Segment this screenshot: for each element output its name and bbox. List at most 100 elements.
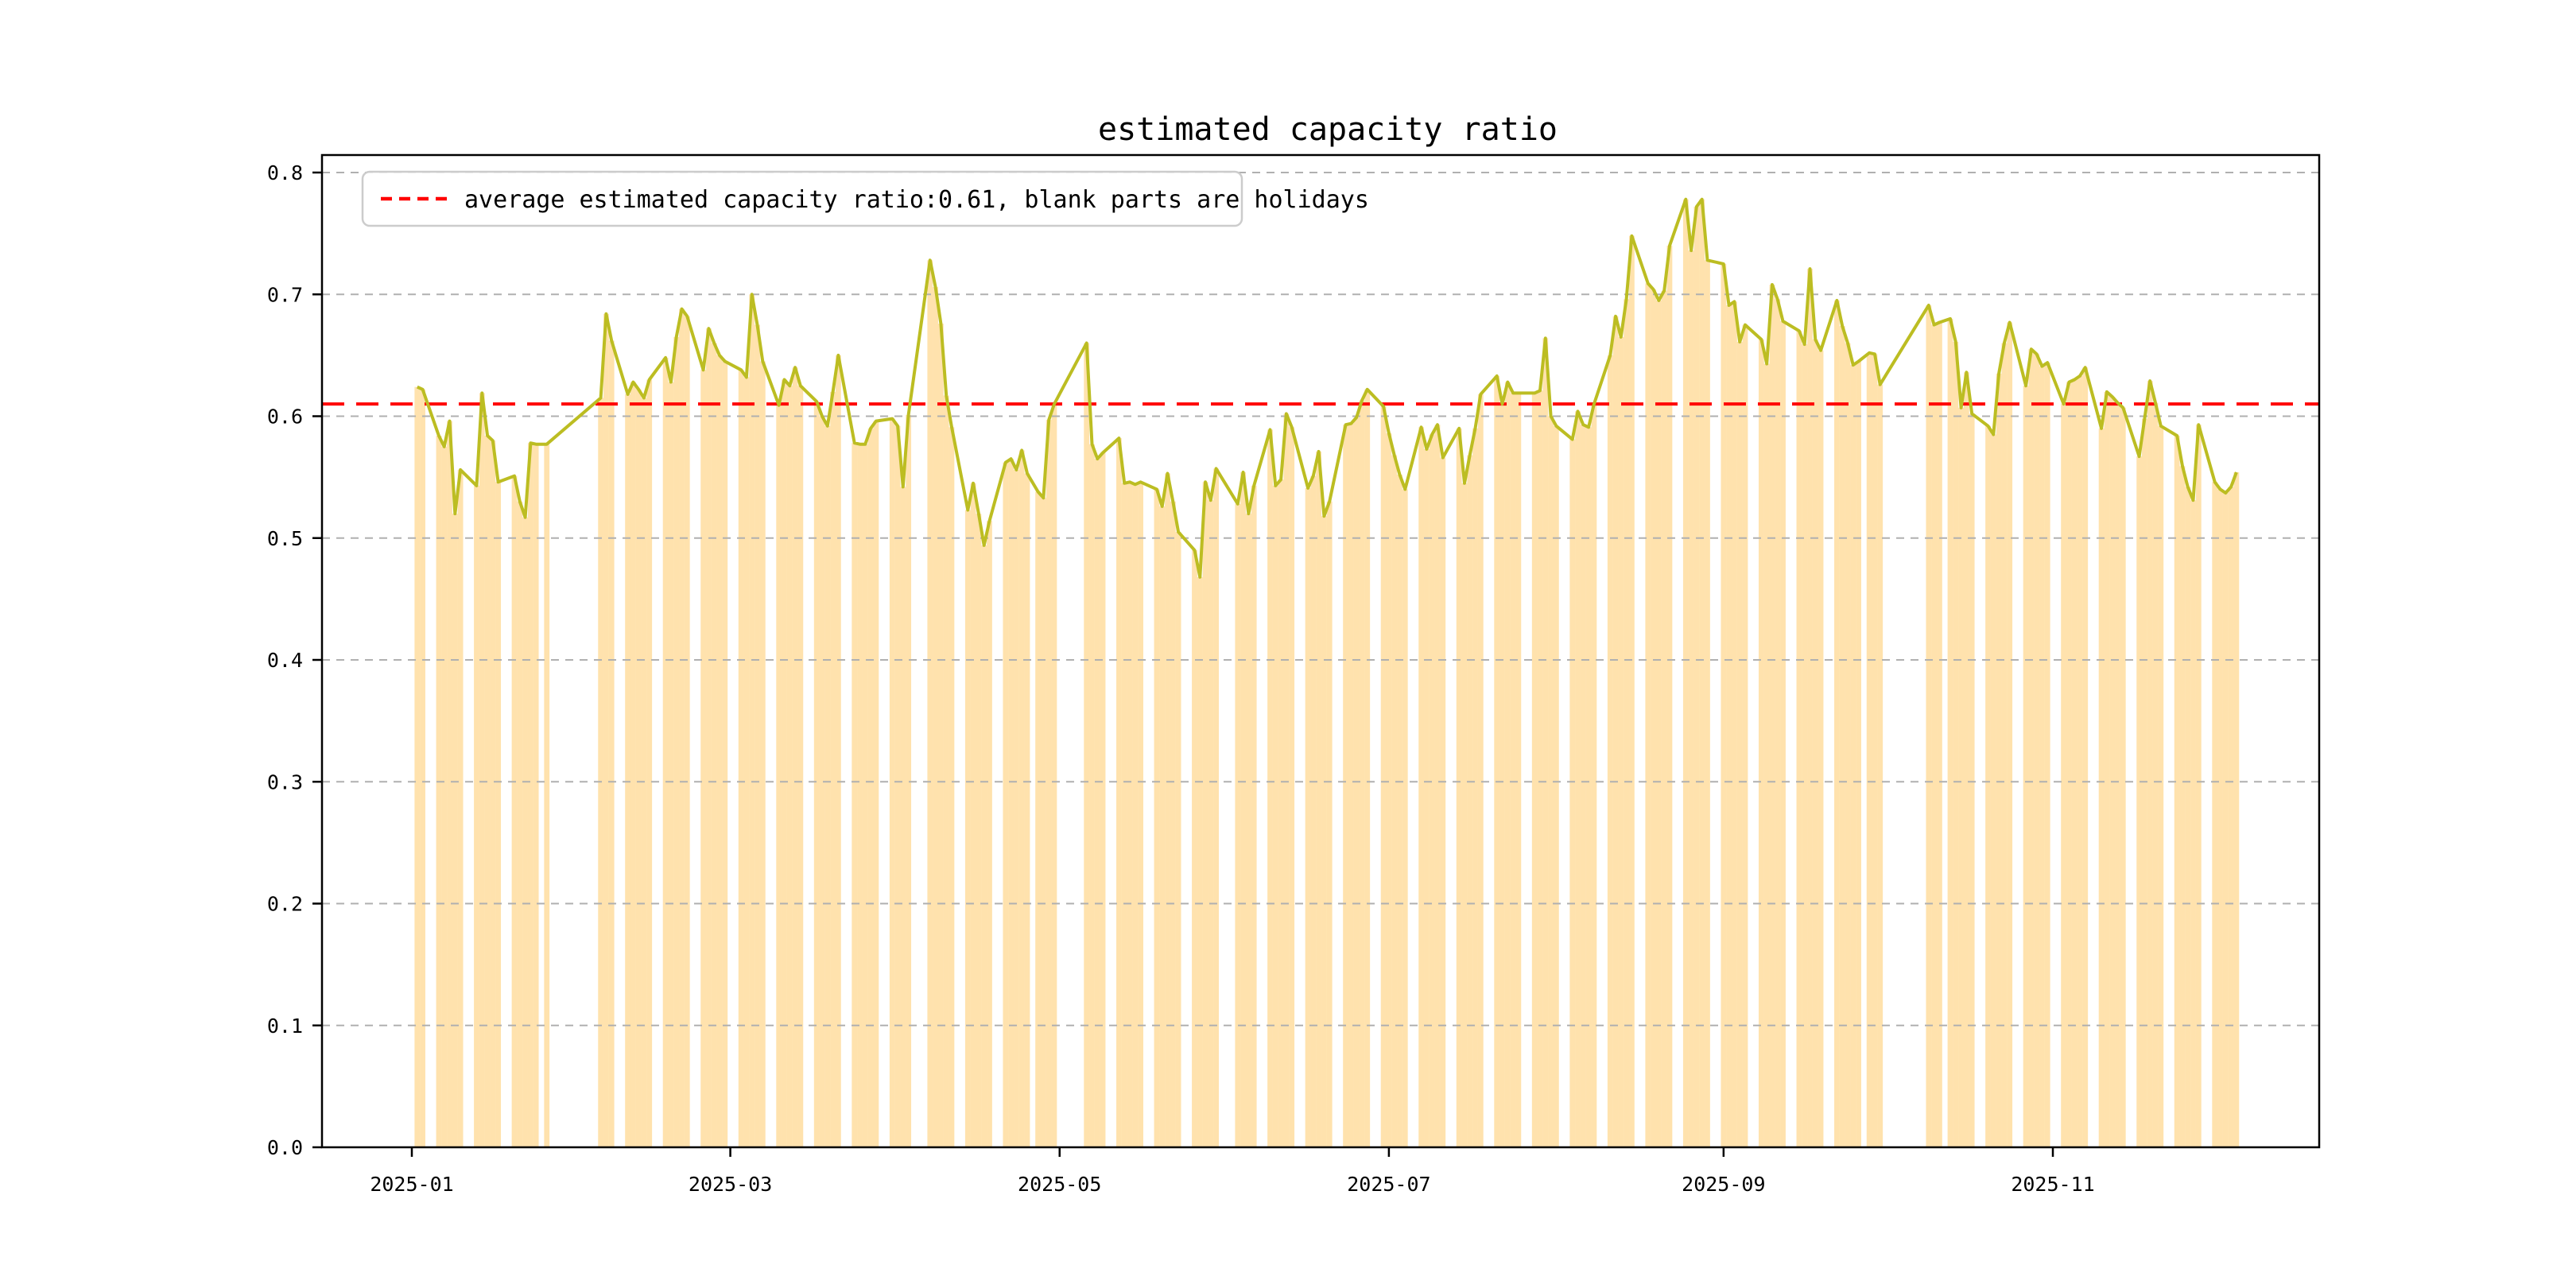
bar — [2195, 425, 2202, 1147]
bar — [2028, 349, 2035, 1148]
bar — [1618, 336, 1624, 1147]
bar — [457, 469, 464, 1147]
bar — [1985, 425, 1991, 1147]
bar — [2104, 391, 2110, 1148]
bar — [1240, 471, 1246, 1147]
bar — [1877, 384, 1884, 1147]
bar — [1305, 487, 1311, 1147]
bar — [1763, 363, 1770, 1148]
bar — [2061, 404, 2066, 1147]
bar — [900, 487, 906, 1147]
x-tick-label: 2025-03 — [689, 1173, 772, 1196]
bar — [1732, 301, 1737, 1148]
bar — [894, 425, 901, 1147]
bar — [673, 336, 680, 1147]
bar — [2179, 466, 2186, 1147]
y-tick-label: 0.5 — [267, 527, 303, 550]
bar — [490, 440, 496, 1147]
bar — [1024, 473, 1030, 1147]
bar — [2098, 428, 2105, 1147]
bar — [1472, 428, 1478, 1147]
bar — [797, 386, 804, 1147]
bar — [2034, 354, 2040, 1148]
bar — [1494, 375, 1500, 1147]
bar — [544, 444, 550, 1147]
bar — [2066, 382, 2072, 1148]
bar — [716, 355, 723, 1148]
bar — [1845, 343, 1851, 1147]
bar — [862, 444, 868, 1147]
bar — [1018, 450, 1025, 1147]
bar — [867, 428, 874, 1147]
bar — [495, 482, 502, 1147]
bar — [1947, 318, 1953, 1147]
bar — [1051, 404, 1057, 1147]
y-tick-label: 0.6 — [267, 405, 303, 429]
bar — [981, 545, 987, 1147]
bar — [700, 370, 707, 1147]
bar — [1818, 350, 1824, 1147]
bar — [1321, 516, 1327, 1147]
bar — [933, 287, 938, 1147]
bar — [1812, 339, 1818, 1147]
bar — [1418, 427, 1425, 1147]
bar — [722, 361, 728, 1147]
bar — [1688, 250, 1694, 1148]
bar — [679, 308, 685, 1147]
bar — [1456, 428, 1462, 1147]
bar — [1834, 300, 1840, 1147]
bar — [830, 391, 836, 1148]
x-tick-label: 2025-07 — [1347, 1173, 1430, 1196]
bar — [937, 324, 944, 1147]
bar — [1537, 390, 1543, 1147]
bar — [484, 436, 491, 1147]
bar — [441, 446, 448, 1147]
y-tick-label: 0.8 — [267, 161, 303, 184]
bar — [1316, 451, 1322, 1147]
bar — [1926, 305, 1932, 1147]
bar — [1402, 489, 1408, 1147]
bar — [2233, 471, 2240, 1147]
bar — [668, 382, 674, 1148]
bar — [1736, 342, 1743, 1147]
bar — [1531, 393, 1538, 1147]
bar — [474, 485, 479, 1147]
bar — [1326, 501, 1333, 1147]
bar — [625, 394, 630, 1147]
bar — [943, 395, 949, 1147]
bar — [1548, 416, 1554, 1147]
bar — [1580, 425, 1586, 1147]
x-tick-label: 2025-01 — [370, 1173, 453, 1196]
grid-layer — [322, 172, 2319, 1026]
bar — [2071, 379, 2077, 1147]
bar — [1758, 339, 1764, 1147]
bar — [711, 343, 717, 1147]
bar — [1461, 483, 1468, 1147]
bar — [1132, 484, 1139, 1147]
bar — [1802, 344, 1808, 1148]
bar — [2077, 375, 2083, 1147]
bar — [964, 510, 971, 1147]
bar — [1208, 500, 1214, 1147]
bar — [1116, 438, 1122, 1147]
bar — [2001, 343, 2008, 1147]
bar — [1499, 404, 1505, 1147]
bar — [1721, 263, 1727, 1148]
bar — [852, 443, 858, 1147]
bar — [1202, 482, 1208, 1147]
bar — [1682, 199, 1689, 1148]
series-line — [416, 197, 2238, 579]
bar — [1429, 434, 1435, 1147]
bar — [1440, 457, 1446, 1147]
bar — [527, 443, 533, 1147]
y-tick-label: 0.3 — [267, 770, 303, 793]
bar — [706, 328, 712, 1147]
y-tick-label: 0.4 — [267, 649, 303, 672]
bar — [447, 421, 452, 1147]
bar — [1283, 413, 1290, 1147]
bar — [1807, 269, 1813, 1147]
bar — [1937, 322, 1942, 1147]
bar — [1699, 199, 1705, 1148]
bar — [835, 355, 841, 1148]
bar — [2120, 407, 2126, 1147]
